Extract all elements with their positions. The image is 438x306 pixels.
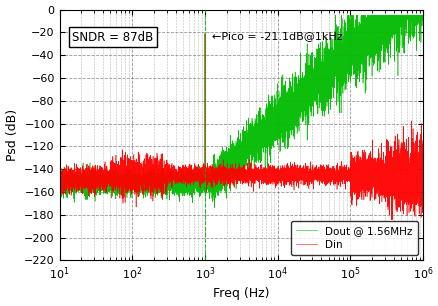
Din: [57, 183, 62, 187]
Text: SNDR = 87dB: SNDR = 87dB: [72, 31, 153, 44]
Dout @ 1.56MHz: [420, 13, 425, 17]
Dout @ 1.56MHz: [332, 13, 338, 17]
Dout @ 1.56MHz: [272, 128, 277, 132]
Din: [202, 32, 207, 35]
Din: [345, 173, 350, 177]
Dout @ 1.56MHz: [188, 183, 194, 187]
Din: [75, 181, 80, 185]
Y-axis label: Psd (dB): Psd (dB): [6, 109, 18, 161]
Dout @ 1.56MHz: [326, 91, 331, 94]
Line: Din: Din: [60, 34, 422, 220]
Dout @ 1.56MHz: [211, 206, 216, 210]
Din: [420, 193, 425, 197]
Text: ←Pico = -21.1dB@1kHz: ←Pico = -21.1dB@1kHz: [212, 31, 342, 41]
Dout @ 1.56MHz: [345, 13, 350, 17]
Dout @ 1.56MHz: [287, 95, 293, 99]
Line: Dout @ 1.56MHz: Dout @ 1.56MHz: [60, 15, 422, 208]
Din: [326, 174, 331, 178]
X-axis label: Freq (Hz): Freq (Hz): [212, 287, 269, 300]
Din: [287, 174, 293, 177]
Legend: Dout @ 1.56MHz, Din: Dout @ 1.56MHz, Din: [290, 221, 417, 255]
Din: [188, 175, 194, 179]
Dout @ 1.56MHz: [75, 177, 80, 180]
Din: [272, 177, 277, 181]
Din: [389, 218, 394, 222]
Dout @ 1.56MHz: [57, 177, 62, 180]
